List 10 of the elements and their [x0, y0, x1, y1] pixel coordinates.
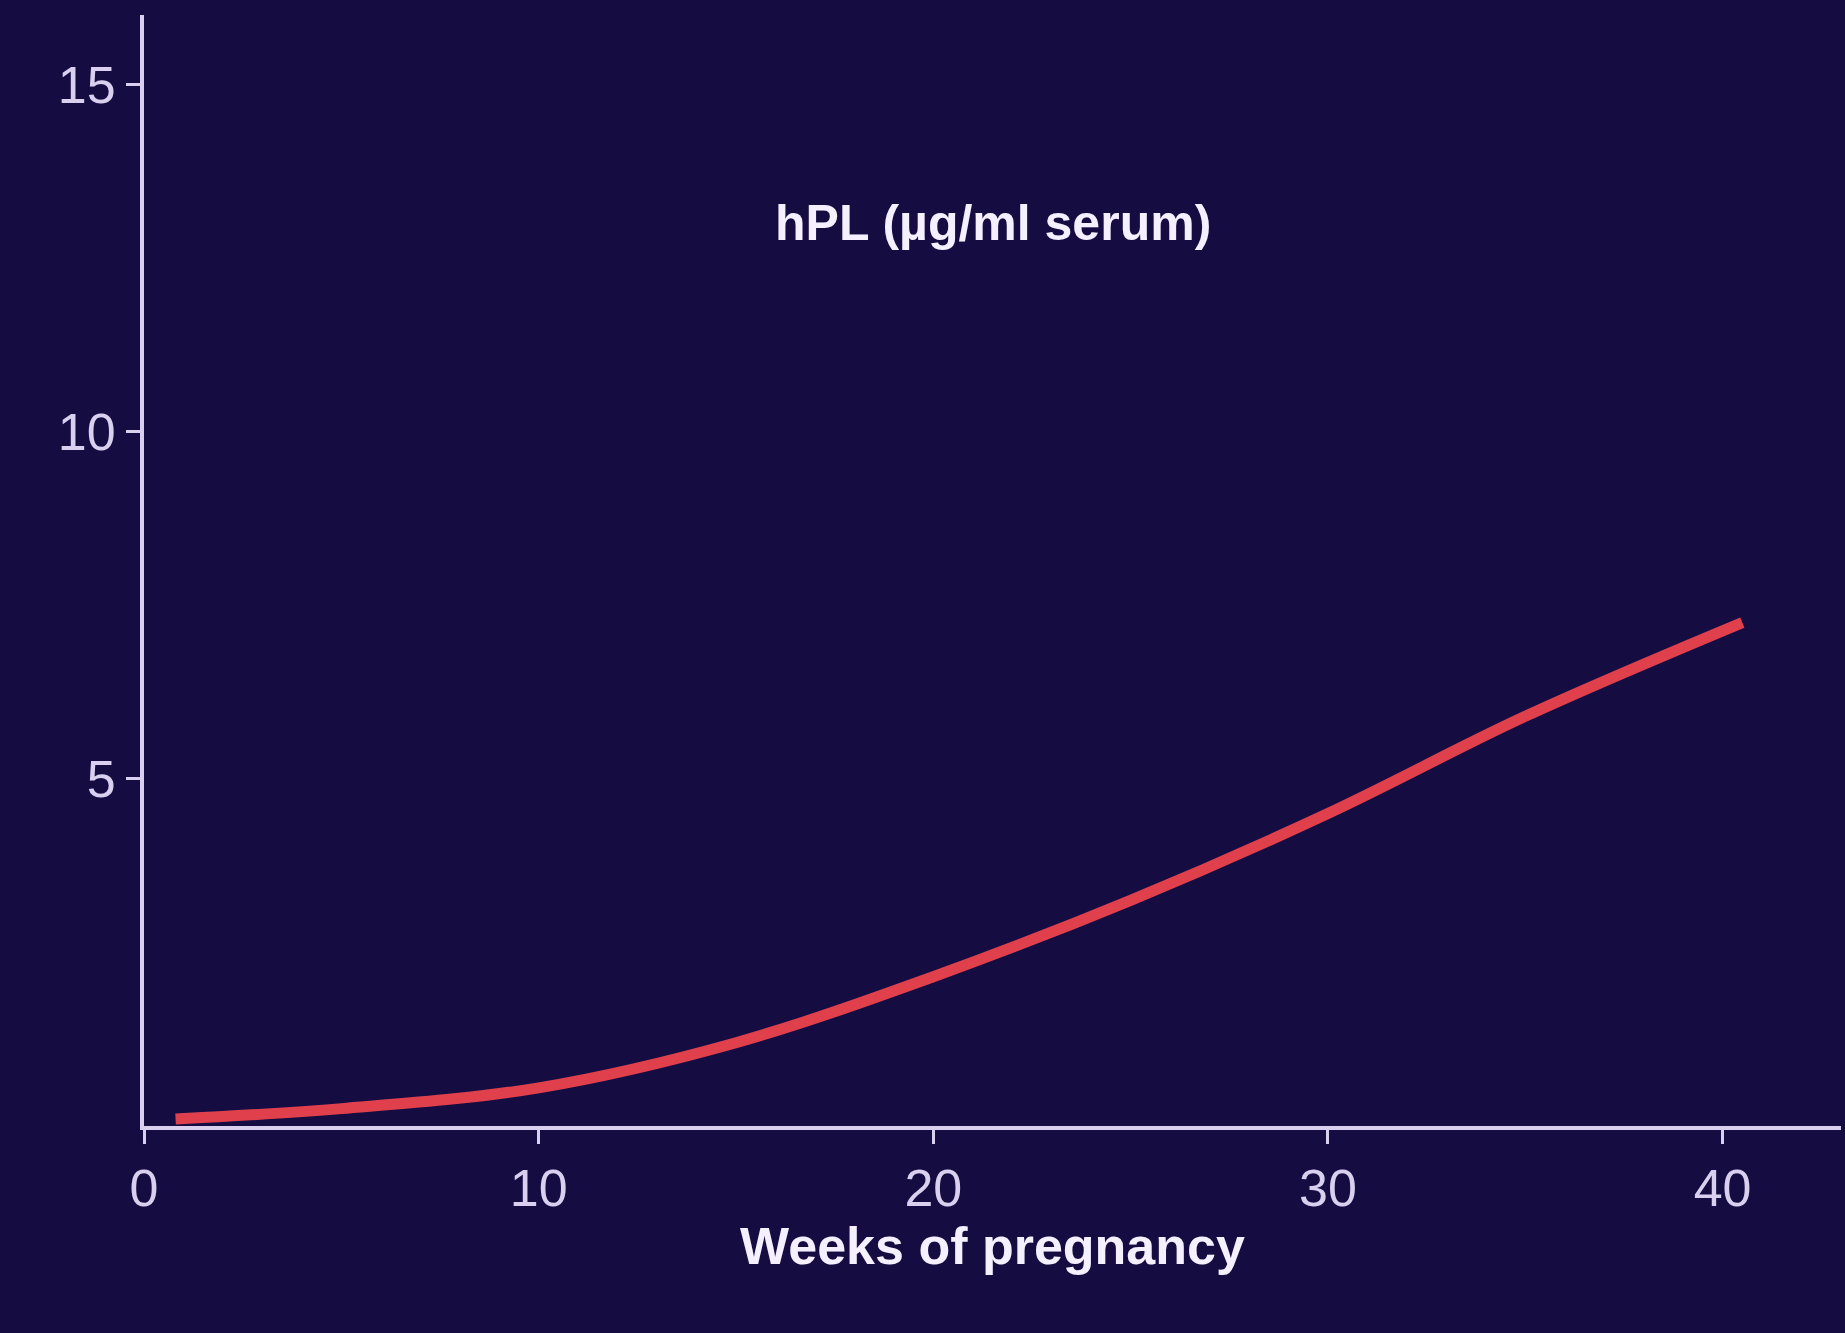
x-tick-label: 10: [509, 1159, 568, 1218]
text: hPL (µg/ml serum): [775, 195, 1212, 251]
y-tick-label: 10: [57, 402, 116, 461]
y-tick-label: 15: [57, 55, 116, 114]
x-tick-label: 40: [1693, 1159, 1752, 1218]
x-axis-title: Weeks of pregnancy: [740, 1217, 1245, 1276]
x-tick-label: 20: [904, 1159, 963, 1218]
x-tick-label: 30: [1299, 1159, 1357, 1218]
y-tick-label: 5: [86, 750, 116, 809]
x-tick-label: 0: [129, 1159, 159, 1218]
